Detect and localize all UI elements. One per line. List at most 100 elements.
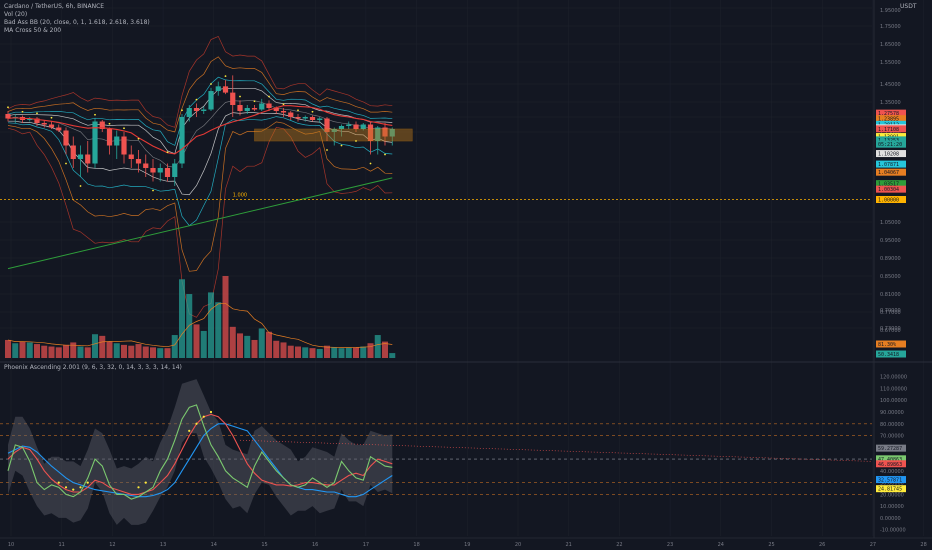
symbol-title[interactable]: Cardano / TetherUS, 6h, BINANCE [4,3,105,10]
osc-cloud [8,379,393,525]
ma-indicator-title[interactable]: MA Cross 50 & 200 [4,27,62,34]
osc-label-tag [876,460,906,468]
price-label-text: 1.04067 [878,170,899,176]
volume-bar [164,348,171,358]
psar-dot [65,162,67,165]
oscillator-title[interactable]: Phoenix Ascending 2.001 (9, 6, 3, 32, 0,… [4,364,182,371]
x-tick-label: 11 [59,542,65,548]
volume-bar [215,302,222,358]
price-tick-label: 0.95000 [880,238,901,244]
candle-body [266,103,272,108]
candle-body [215,86,221,92]
candle-body [375,127,381,141]
candle-body [201,109,207,111]
psar-dot [181,109,183,112]
candle-body [70,145,76,159]
volume-bar [200,330,207,358]
osc-label-tag [876,485,906,493]
price-label-tag [876,140,906,148]
price-label-tag [876,125,906,133]
volume-bar [382,341,388,358]
price-labels: 1.275781.238951.201121.177741.171081.139… [876,109,906,493]
price-tick-label: 0.89000 [880,256,901,262]
osc-label-text: 47.40863 [878,457,902,463]
volume-label-tag [876,340,906,348]
osc-tick-label: 40.00000 [880,469,904,475]
osc-tick-label: -10.00000 [880,528,906,534]
osc-label-text: 32.57871 [878,478,902,484]
psar-dot [297,109,299,112]
osc-dot [79,486,82,489]
psar-dot [94,113,96,116]
volume-bar [280,342,287,358]
bollinger-bands [7,35,393,318]
psar-dot [195,98,198,101]
volume-bar [374,335,381,358]
psar-dot [224,75,227,78]
candle-body [208,91,214,110]
candle-body [27,118,33,120]
volume-bar [295,346,301,358]
volume-bar [331,347,338,358]
x-tick-label: 27 [870,542,876,548]
candle-body [288,112,294,117]
candle-body [193,108,200,111]
x-tick-label: 14 [211,542,217,548]
candle-body [251,108,258,110]
volume-bar [229,326,236,358]
x-tick-label: 28 [920,542,926,548]
psar-dot [152,189,154,192]
candle-body [295,117,301,119]
candle-body [5,114,11,119]
volume-bar [77,346,84,358]
candle-body [317,118,323,120]
psar-dot [268,95,270,98]
price-label-tag [876,115,906,123]
volume-bar [171,335,178,358]
ma200-line [7,177,393,270]
psar-dot [7,106,9,109]
x-tick-label: 12 [109,542,115,548]
candle-body [34,118,40,123]
osc-dot [202,415,205,418]
osc-dot [209,410,213,414]
volume-bar [19,341,26,358]
osc-label-text: 24.81745 [878,487,902,493]
price-label-tag [876,185,906,193]
osc-dot [57,481,60,484]
volume-indicator-title[interactable]: Vol (20) [4,11,28,18]
osc-label-tag [876,476,906,484]
candle-body [63,130,69,146]
candle-body [128,154,134,159]
volume-bar [367,343,374,358]
osc-trend-line [239,439,873,462]
volume-bar [309,348,316,358]
osc-tick-label: 110.00000 [880,386,907,392]
bb-indicator-title[interactable]: Bad Ass BB (20, close, 0, 1, 1.618, 2.61… [4,19,150,26]
candle-body [353,124,359,129]
x-tick-label: 21 [566,542,572,548]
osc-tick-label: 120.00000 [880,375,907,381]
price-label-tag [876,168,906,176]
price-label-text: 1.10208 [878,152,899,158]
osc-line-red [7,413,393,495]
price-tick-label: 0.73000 [880,326,901,332]
candle-body [157,168,163,173]
psar-dot [50,116,53,119]
osc-dot [188,429,191,432]
volume-bar [55,347,62,358]
osc-label-text: 59.27287 [878,446,902,452]
price-tick-label: 0.77000 [880,310,901,316]
volume-bar [287,345,294,358]
candle-body [331,129,337,132]
volume-bar [63,344,69,358]
price-overlay: 1.000 [0,75,872,270]
psar-dot [311,110,314,113]
osc-tick-label: 0.00000 [880,516,901,522]
volume-bar [34,344,40,358]
price-label-text: 1.00000 [878,198,899,204]
volume-ma-line [7,302,393,348]
volume-bar [92,334,98,358]
